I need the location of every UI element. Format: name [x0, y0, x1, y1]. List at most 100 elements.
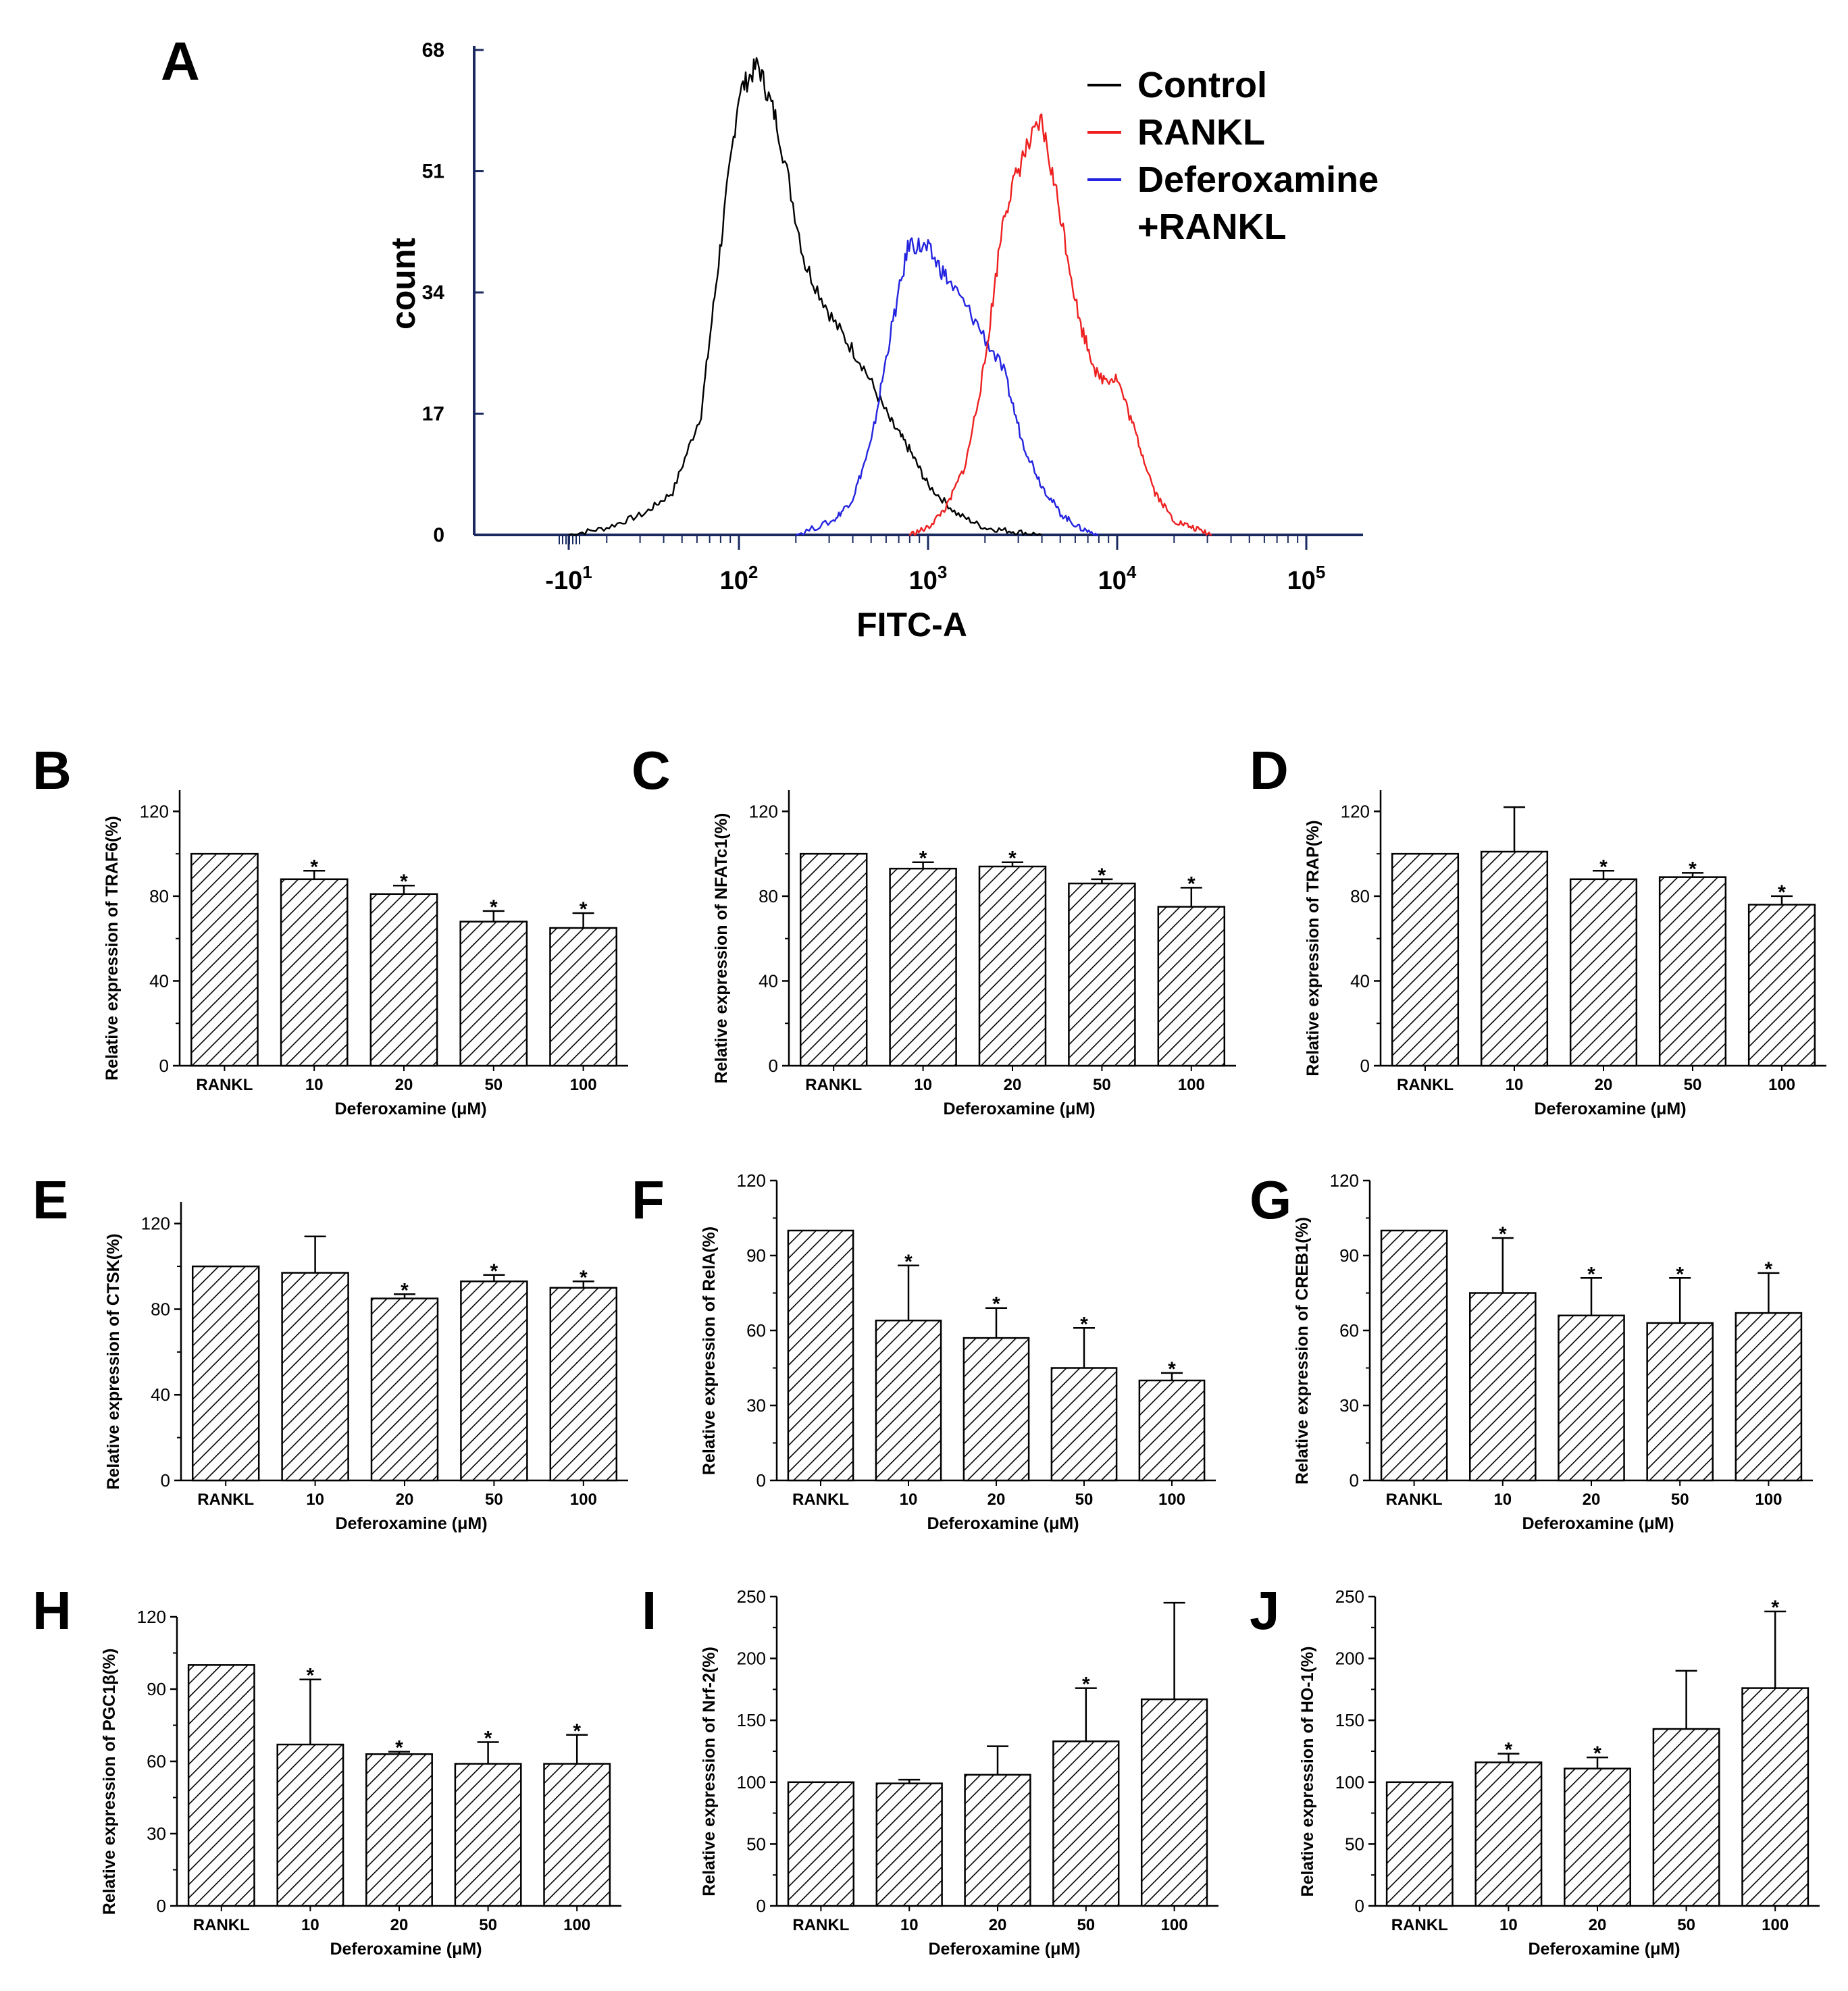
bar-100 — [549, 927, 617, 1067]
bar-rankl — [190, 852, 259, 1067]
x-tick-label: 103 — [909, 562, 948, 595]
x-tick-label: 20 — [1583, 1491, 1601, 1509]
x-axis-label: Deferoxamine (μM) — [335, 1514, 487, 1533]
x-axis-label: Deferoxamine (μM) — [943, 1100, 1095, 1118]
x-axis-label: FITC-A — [856, 606, 967, 644]
bar-10 — [889, 867, 957, 1067]
x-tick-label: RANKL — [1397, 1076, 1454, 1094]
panel-j: J 0 50 100 150 200 250 RANKL * 10 * 20 50 * 100 Deferox… — [1250, 1580, 1820, 1959]
x-axis-label: Deferoxamine (μM) — [1528, 1940, 1680, 1959]
y-tick-label: 0 — [1350, 1470, 1359, 1491]
bar-rankl — [787, 1229, 854, 1482]
panel-letter-f: F — [632, 1170, 665, 1230]
panel-b: B 0 40 80 120 RANKL * 10 * 20 * 50 * 100 Deferoxamine … — [32, 740, 628, 1118]
x-tick-label: 100 — [570, 1491, 597, 1509]
panel-g: G 0 30 60 90 120 RANKL * 10 * 20 * 50 * 100 Deferoxamin… — [1250, 1170, 1813, 1533]
significance-star: * — [1168, 1358, 1176, 1380]
x-tick-label: RANKL — [792, 1491, 849, 1509]
y-tick-label: 0 — [433, 524, 444, 546]
significance-star: * — [1080, 1313, 1088, 1335]
y-tick-label: 0 — [1360, 1056, 1370, 1076]
y-tick-label: 120 — [1341, 801, 1370, 821]
bar-20 — [1569, 878, 1638, 1067]
x-tick-label: RANKL — [805, 1076, 862, 1094]
significance-star: * — [1771, 1597, 1779, 1619]
bar-10 — [1480, 850, 1549, 1067]
bar-20 — [962, 1337, 1030, 1482]
significance-star: * — [490, 896, 498, 919]
bar-rankl — [1380, 1229, 1448, 1482]
y-tick-label: 100 — [737, 1772, 766, 1792]
significance-star: * — [1593, 1742, 1601, 1765]
y-tick-label: 90 — [746, 1245, 766, 1266]
y-tick-label: 250 — [1335, 1586, 1364, 1607]
y-tick-label: 80 — [759, 886, 778, 906]
y-tick-label: 50 — [1345, 1834, 1364, 1854]
panel-e: E 0 40 80 120 RANKL 10 * 20 * 50 * 100 Deferoxamine (… — [32, 1170, 628, 1533]
y-tick-label: 0 — [159, 1056, 169, 1076]
y-tick-label: 80 — [149, 886, 169, 906]
y-tick-label: 150 — [737, 1710, 766, 1730]
x-tick-label: 10 — [301, 1916, 319, 1934]
x-tick-label: 20 — [390, 1916, 409, 1934]
y-tick-label: 0 — [756, 1896, 766, 1916]
y-tick-label: 0 — [756, 1470, 766, 1491]
legend-label-cont: +RANKL — [1137, 207, 1287, 247]
x-tick-label: 50 — [1077, 1916, 1095, 1934]
panel-letter-g: G — [1250, 1170, 1291, 1230]
bar-rankl — [1385, 1781, 1454, 1907]
y-tick-label: 90 — [1339, 1245, 1359, 1266]
series-line-rankl — [908, 113, 1212, 536]
y-tick-label: 34 — [422, 282, 445, 304]
x-axis-label: Deferoxamine (μM) — [1534, 1100, 1686, 1118]
significance-star: * — [1505, 1739, 1513, 1761]
y-axis-label: Relative expression of CTSK(%) — [104, 1233, 123, 1489]
bar-50 — [1050, 1367, 1118, 1482]
y-tick-label: 50 — [746, 1834, 766, 1854]
bar-50 — [1646, 1322, 1714, 1482]
bar-100 — [1138, 1379, 1206, 1482]
bar-20 — [369, 893, 438, 1067]
x-tick-label: 100 — [1762, 1916, 1789, 1934]
x-tick-label: 105 — [1287, 562, 1326, 595]
y-tick-label: 60 — [746, 1320, 766, 1341]
x-axis-label: Deferoxamine (μM) — [927, 1514, 1079, 1533]
x-tick-label: 50 — [484, 1076, 503, 1094]
x-tick-label: 10 — [306, 1491, 324, 1509]
significance-star: * — [401, 1279, 409, 1301]
x-tick-label: 10 — [1506, 1076, 1524, 1094]
bar-rankl — [787, 1781, 855, 1907]
x-tick-label: 50 — [1671, 1491, 1689, 1509]
significance-star: * — [1008, 848, 1017, 870]
x-tick-label: 10 — [1499, 1916, 1518, 1934]
x-tick-label: 20 — [1595, 1076, 1613, 1094]
x-tick-label: 20 — [1004, 1076, 1022, 1094]
significance-star: * — [573, 1720, 581, 1742]
panel-letter-b: B — [32, 740, 72, 800]
x-tick-label: 20 — [395, 1076, 413, 1094]
bar-50 — [460, 1281, 528, 1482]
panel-d: D 0 40 80 120 RANKL 10 * 20 * 50 * 100 Deferoxamine (… — [1250, 740, 1826, 1118]
y-tick-label: 100 — [1335, 1772, 1364, 1792]
y-tick-label: 40 — [149, 971, 169, 991]
x-tick-label: 20 — [987, 1491, 1006, 1509]
y-axis-label: Relative expression of CREB1(%) — [1293, 1217, 1312, 1484]
x-tick-label: 50 — [1093, 1076, 1111, 1094]
panel-i: I 0 50 100 150 200 250 RANKL 10 20 * 50 100 Deferoxam… — [642, 1580, 1218, 1959]
x-tick-base: 10 — [909, 567, 938, 595]
x-tick-base: 10 — [1287, 567, 1316, 595]
significance-star: * — [1098, 864, 1106, 887]
y-tick-label: 120 — [137, 1607, 166, 1627]
bar-20 — [1564, 1767, 1631, 1907]
x-tick-label: 10 — [900, 1491, 918, 1509]
x-tick-exp: 2 — [748, 562, 758, 582]
significance-star: * — [307, 1665, 315, 1687]
bar-100 — [549, 1287, 618, 1482]
significance-star: * — [1187, 873, 1196, 895]
y-axis-label: Relative expression of PGC1β(%) — [100, 1649, 119, 1915]
x-tick-label: 20 — [989, 1916, 1007, 1934]
bar-100 — [1747, 904, 1816, 1067]
x-tick-label: 50 — [1075, 1491, 1094, 1509]
